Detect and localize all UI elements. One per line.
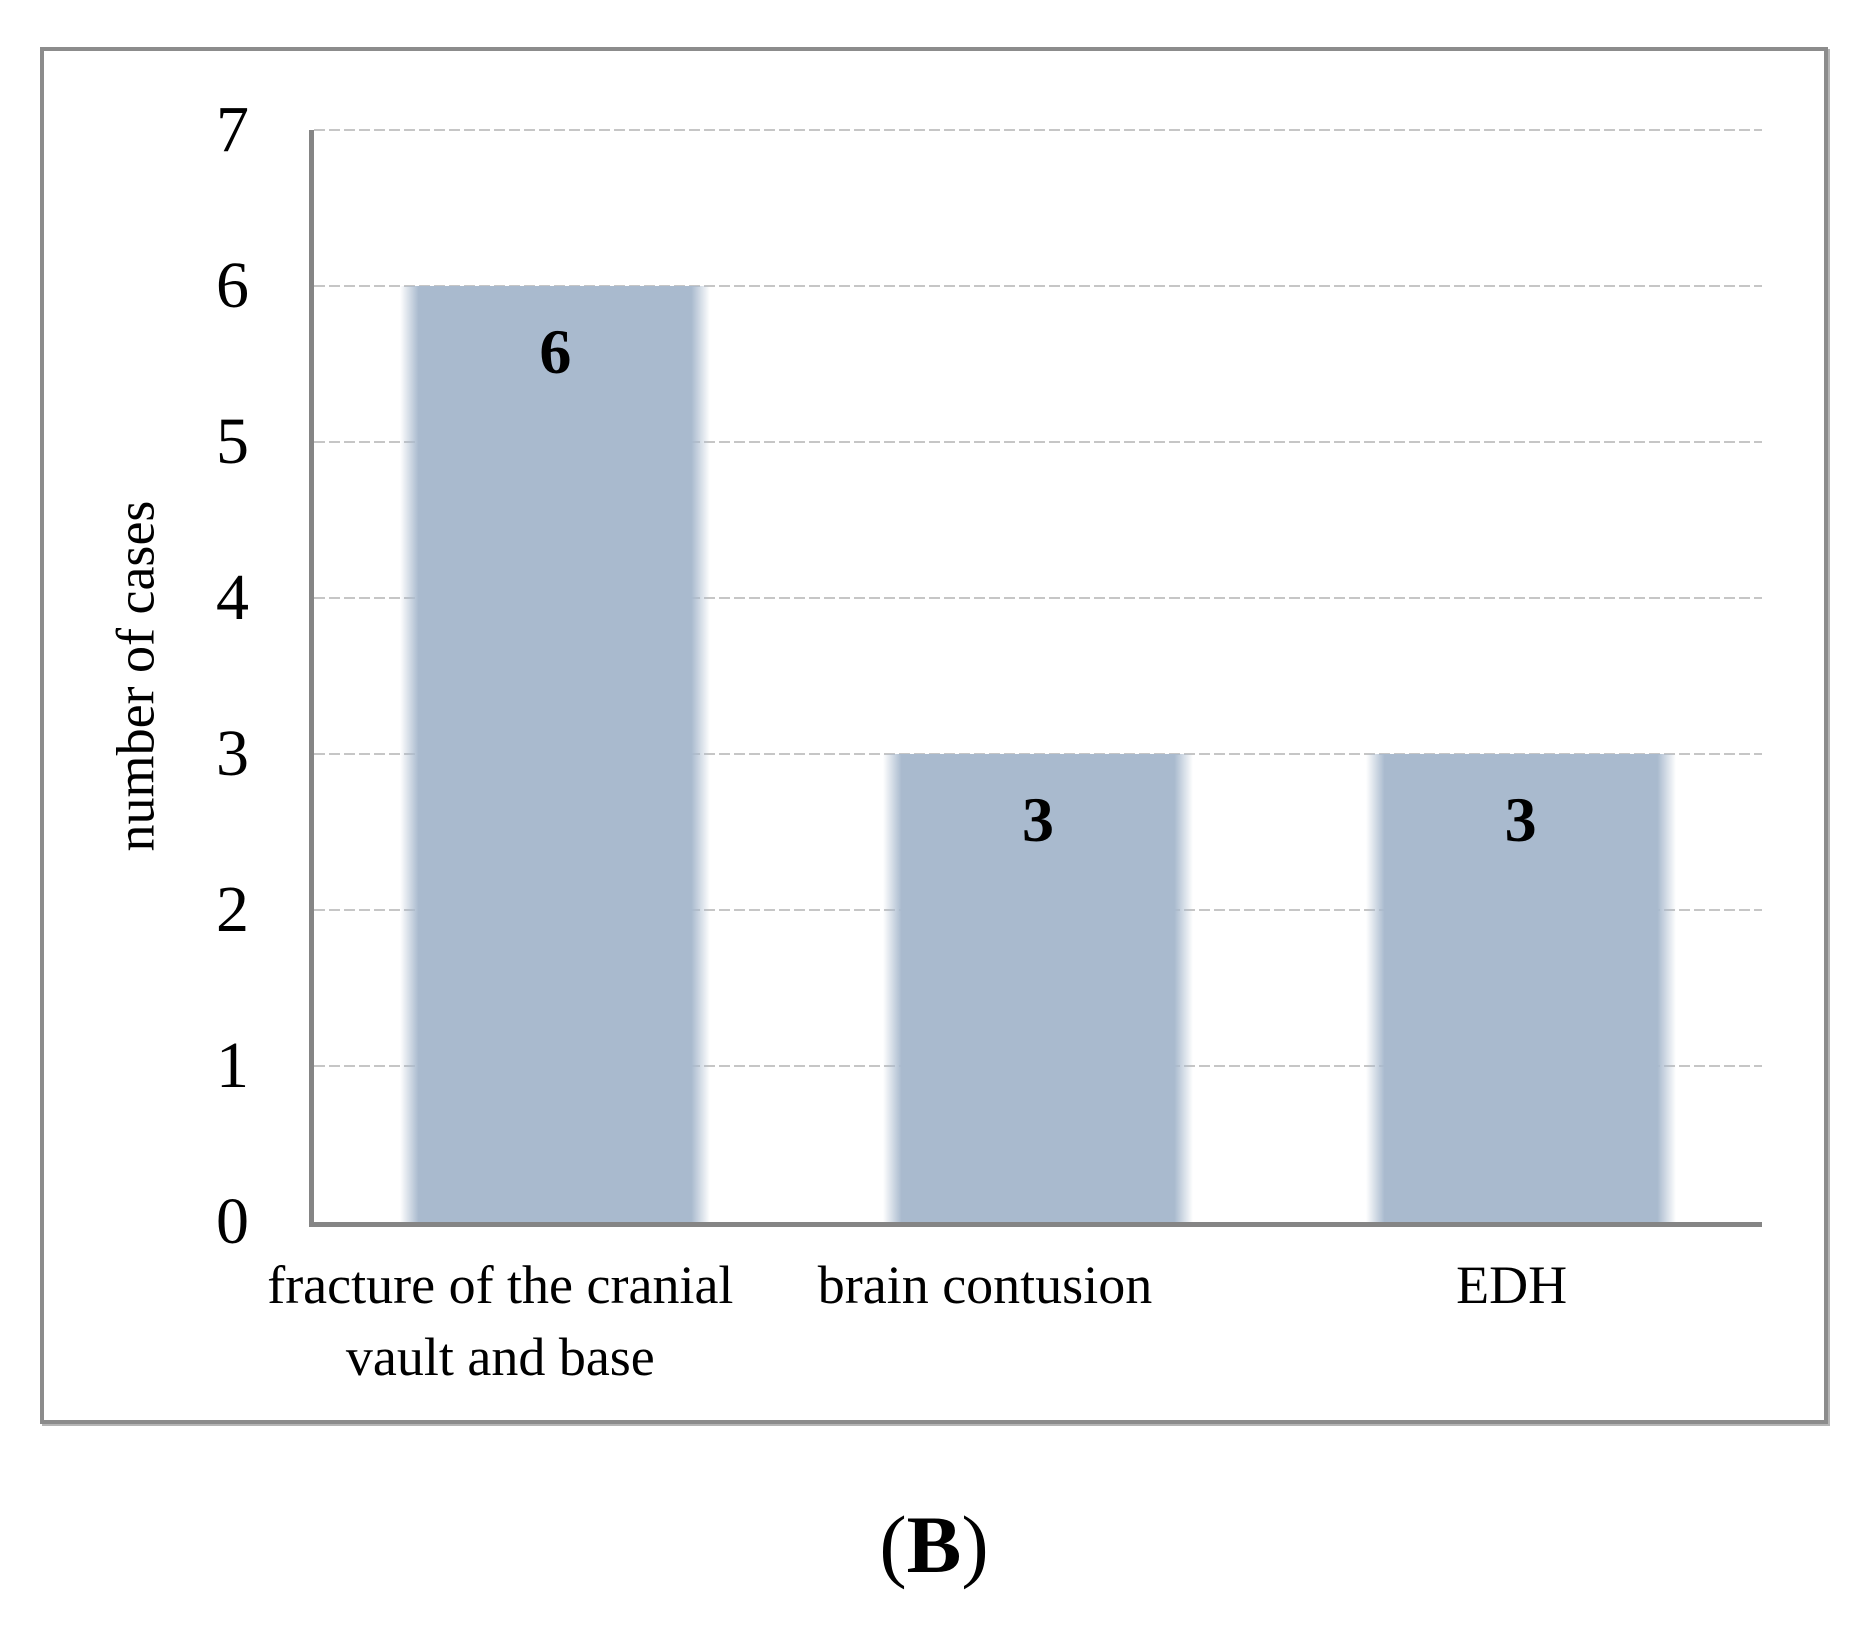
- caption-close-paren: ): [961, 1499, 989, 1590]
- y-tick-label-1: 1: [216, 1029, 249, 1102]
- y-tick-label-3: 3: [216, 717, 249, 790]
- gridline-y6: [314, 285, 1762, 287]
- x-category-label-line: brain contusion: [817, 1255, 1153, 1315]
- x-category-label-line: vault and base: [345, 1327, 655, 1387]
- gridline-y4: [314, 597, 1762, 599]
- x-category-label-line: EDH: [1456, 1255, 1568, 1315]
- y-tick-label-6: 6: [216, 249, 249, 322]
- chart-frame: number of cases 0 1 2 3 4 5 6 7 6 3 3 fracture of…: [40, 47, 1828, 1424]
- x-category-label-line: fracture of the cranial: [267, 1255, 734, 1315]
- y-tick-label-5: 5: [216, 405, 249, 478]
- bar-2: 3: [883, 754, 1193, 1222]
- x-category-label-3: EDH: [1270, 1249, 1753, 1321]
- y-tick-label-4: 4: [216, 561, 249, 634]
- bar-fill: [883, 754, 1193, 1222]
- bar-data-label: 6: [539, 316, 572, 387]
- y-axis-title-text: number of cases: [105, 500, 165, 852]
- y-tick-label-7: 7: [216, 93, 249, 166]
- bar-data-label: 3: [1022, 784, 1054, 855]
- y-tick-label-0: 0: [216, 1185, 249, 1258]
- bar-fill: [1365, 754, 1676, 1222]
- bar-1: 6: [400, 286, 711, 1222]
- bar-fill: [400, 286, 711, 1222]
- figure-caption: (B): [0, 1496, 1868, 1594]
- gridline-y5: [314, 441, 1762, 443]
- plot-area: 6 3 3: [309, 129, 1762, 1227]
- bar-3: 3: [1365, 754, 1676, 1222]
- bar-data-label: 3: [1504, 784, 1537, 855]
- caption-open-paren: (: [879, 1499, 907, 1590]
- x-category-label-1: fracture of the cranial vault and base: [259, 1249, 742, 1393]
- gridline-y7: [314, 129, 1762, 131]
- caption-letter: B: [906, 1499, 962, 1590]
- y-tick-label-2: 2: [216, 873, 249, 946]
- x-category-label-2: brain contusion: [744, 1249, 1227, 1321]
